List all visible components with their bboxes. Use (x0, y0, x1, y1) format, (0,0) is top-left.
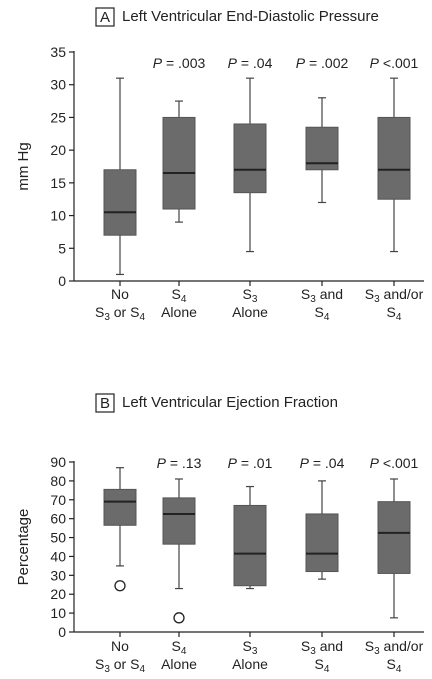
chart-title: Left Ventricular Ejection Fraction (122, 394, 338, 411)
category-label-line2: S4 (387, 304, 402, 323)
outlier-point (114, 580, 126, 592)
category-label-line1: S3 and/or (365, 638, 424, 657)
panel-b: B Left Ventricular Ejection Fraction 0 10 20… (15, 393, 424, 675)
outlier-point (173, 612, 185, 624)
category-label-line2: S4 (387, 656, 402, 675)
p-value-label: P = .04 (300, 455, 345, 471)
category-label-line2: S4 (315, 304, 330, 323)
box-group (305, 97, 339, 204)
box (377, 116, 411, 200)
y-tick-label: 5 (58, 240, 66, 256)
box (162, 497, 196, 545)
category-label-line1: S4 (172, 286, 187, 305)
box-group (162, 478, 196, 624)
category-label-line1: S3 and (301, 638, 343, 657)
panel-letter: B (100, 395, 110, 412)
y-tick-label: 70 (50, 492, 66, 508)
category-label-line2: Alone (232, 656, 268, 672)
box (233, 123, 267, 194)
y-tick-label: 25 (50, 109, 66, 125)
chart-title: Left Ventricular End-Diastolic Pressure (122, 8, 379, 25)
box (103, 169, 137, 236)
box (103, 488, 137, 526)
y-tick-label: 40 (50, 548, 66, 564)
y-tick-label: 20 (50, 586, 66, 602)
category-label-line1: S3 (243, 638, 258, 657)
category-label-line2: S3 or S4 (95, 656, 145, 675)
y-tick-label: 0 (58, 273, 66, 289)
category-label-line2: Alone (232, 304, 268, 320)
y-tick-label: 60 (50, 511, 66, 527)
panel-letter-box (95, 7, 115, 27)
p-value-label: P = .003 (153, 55, 206, 71)
panel-letter-box (95, 393, 115, 413)
p-value-label: P = .01 (228, 455, 273, 471)
box-group (377, 478, 411, 619)
p-value-label: P = .002 (296, 55, 349, 71)
box (162, 116, 196, 210)
panel-letter: A (100, 9, 110, 26)
box-group (103, 467, 137, 592)
y-tick-label: 30 (50, 567, 66, 583)
category-label-line2: Alone (161, 656, 197, 672)
box-group (233, 485, 267, 590)
y-tick-label: 35 (50, 44, 66, 60)
box (233, 504, 267, 587)
y-axis-label: mm Hg (15, 142, 32, 190)
p-value-label: P = .04 (228, 55, 273, 71)
box-group (103, 77, 137, 276)
p-value-label: P <.001 (370, 455, 419, 471)
category-label-line1: S3 and (301, 286, 343, 305)
y-tick-label: 15 (50, 175, 66, 191)
y-tick-label: 10 (50, 208, 66, 224)
y-tick-label: 10 (50, 605, 66, 621)
p-value-label: P = .13 (157, 455, 202, 471)
box-group (162, 100, 196, 223)
y-tick-label: 90 (50, 454, 66, 470)
y-tick-label: 80 (50, 473, 66, 489)
category-label-line2: S4 (315, 656, 330, 675)
box-group (377, 77, 411, 253)
box-group (305, 480, 339, 580)
category-label-line1: S3 (243, 286, 258, 305)
y-axis-label: Percentage (15, 509, 32, 586)
category-label-line1: S4 (172, 638, 187, 657)
category-label-line2: S3 or S4 (95, 304, 145, 323)
y-tick-label: 50 (50, 530, 66, 546)
category-label-line1: No (111, 286, 129, 302)
box-group (233, 77, 267, 253)
y-tick-label: 30 (50, 77, 66, 93)
y-tick-label: 0 (58, 624, 66, 640)
category-label-line2: Alone (161, 304, 197, 320)
y-tick-label: 20 (50, 142, 66, 158)
box (305, 513, 339, 573)
p-value-label: P <.001 (370, 55, 419, 71)
box (377, 501, 411, 574)
category-label-line1: No (111, 638, 129, 654)
category-label-line1: S3 and/or (365, 286, 424, 305)
panel-a: A Left Ventricular End-Diastolic Pressure… (15, 7, 424, 323)
